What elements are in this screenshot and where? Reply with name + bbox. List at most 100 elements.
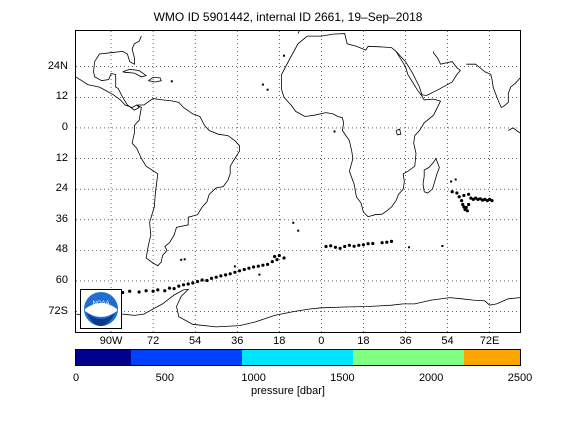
float-position-marker — [464, 205, 468, 210]
colorbar-segment — [353, 350, 465, 365]
latitude-tick-label: 12 — [55, 151, 68, 164]
lake-victoria-coastline — [395, 128, 402, 136]
float-position-marker — [228, 272, 232, 276]
island-marker — [450, 180, 453, 183]
float-position-marker — [163, 289, 167, 293]
float-position-marker — [195, 279, 200, 284]
float-position-marker — [186, 282, 190, 286]
float-position-marker — [343, 244, 347, 249]
noaa-logo: NOAA — [80, 289, 122, 329]
float-position-marker — [467, 202, 471, 207]
longitude-tick-label: 54 — [441, 335, 454, 347]
float-position-marker — [338, 246, 342, 250]
float-position-marker — [219, 274, 223, 278]
float-position-marker — [151, 289, 155, 293]
island-marker — [283, 54, 285, 57]
latitude-tick-label: 24N — [47, 59, 68, 72]
float-position-marker — [460, 199, 464, 203]
float-position-marker — [266, 262, 270, 266]
colorbar-segment — [76, 350, 132, 365]
float-position-marker — [252, 265, 256, 269]
float-position-marker — [465, 209, 469, 213]
longitude-tick-label: 72E — [479, 335, 500, 347]
float-position-marker — [172, 287, 176, 291]
float-position-marker — [490, 199, 494, 203]
float-position-marker — [333, 245, 337, 249]
island-marker — [266, 88, 269, 91]
float-position-marker — [261, 263, 265, 267]
arabia-coastline — [395, 51, 461, 96]
float-position-marker — [209, 276, 214, 280]
cuba-coastline — [122, 68, 148, 78]
island-marker — [441, 245, 444, 247]
island-marker — [233, 265, 236, 268]
colorbar-segment — [464, 350, 520, 365]
map-canvas — [76, 31, 520, 332]
float-position-marker — [128, 289, 132, 293]
latitude-tick-label: 48 — [55, 243, 68, 256]
float-position-marker — [371, 241, 375, 246]
island-marker — [454, 178, 457, 181]
island-marker — [261, 83, 264, 86]
float-position-marker — [329, 244, 333, 248]
float-position-marker — [380, 241, 384, 245]
float-position-marker — [256, 264, 260, 268]
float-position-marker — [275, 258, 279, 262]
island-marker — [292, 221, 295, 224]
colorbar-tick-label: 2500 — [507, 372, 533, 384]
island-marker — [183, 258, 186, 261]
float-position-marker — [205, 278, 209, 283]
island-marker — [258, 273, 261, 276]
plot-title: WMO ID 5901442, internal ID 2661, 19–Sep… — [153, 10, 423, 24]
longitude-tick-label: 18 — [357, 335, 370, 347]
noaa-logo-icon: NOAA — [80, 289, 122, 329]
sumatra-coastline — [508, 127, 520, 134]
float-position-marker — [282, 256, 286, 260]
float-position-marker — [488, 197, 492, 201]
colorbar-tick-label: 2000 — [418, 372, 444, 384]
float-position-marker — [191, 281, 195, 285]
float-position-marker — [233, 270, 237, 274]
float-position-marker — [273, 254, 277, 259]
longitude-tick-label: 36 — [399, 335, 412, 347]
longitude-tick-label: 0 — [318, 335, 325, 347]
float-position-marker — [200, 278, 204, 282]
colorbar-tick-label: 1500 — [330, 372, 355, 384]
float-position-marker — [247, 266, 251, 270]
float-position-marker — [181, 283, 186, 287]
float-position-marker — [455, 191, 459, 195]
latitude-tick-label: 0 — [61, 120, 68, 133]
latitude-tick-label: 24 — [55, 182, 68, 195]
colorbar-tick-label: 500 — [155, 372, 174, 384]
latitude-tick-label: 60 — [55, 273, 68, 286]
longitude-tick-label: 72 — [146, 335, 160, 347]
float-position-marker — [144, 289, 148, 293]
colorbar — [75, 349, 521, 366]
float-position-marker — [357, 243, 361, 247]
float-position-marker — [366, 242, 370, 246]
float-position-marker — [238, 269, 242, 273]
float-position-marker — [389, 239, 394, 243]
float-position-marker — [469, 196, 473, 200]
colorbar-tick-label: 1000 — [241, 372, 266, 384]
float-position-marker — [324, 244, 328, 249]
madagascar-coastline — [422, 157, 440, 194]
float-position-marker — [214, 275, 218, 279]
float-position-marker — [462, 193, 466, 198]
float-position-marker — [224, 273, 228, 277]
float-position-marker — [177, 284, 181, 288]
latitude-tick-label: 72S — [48, 304, 68, 317]
float-position-marker — [476, 197, 480, 201]
south-america-coastline — [131, 98, 240, 267]
float-position-marker — [483, 197, 487, 201]
float-position-marker — [167, 286, 172, 290]
float-position-marker — [347, 243, 351, 247]
colorbar-tick-label: 0 — [72, 372, 80, 384]
colorbar-segment — [131, 350, 243, 365]
float-position-marker — [270, 260, 274, 264]
longitude-tick-label: 90W — [99, 335, 123, 347]
float-position-marker — [450, 190, 454, 194]
longitude-tick-label: 36 — [231, 335, 244, 347]
float-position-marker — [461, 202, 465, 207]
float-position-marker — [156, 288, 160, 292]
